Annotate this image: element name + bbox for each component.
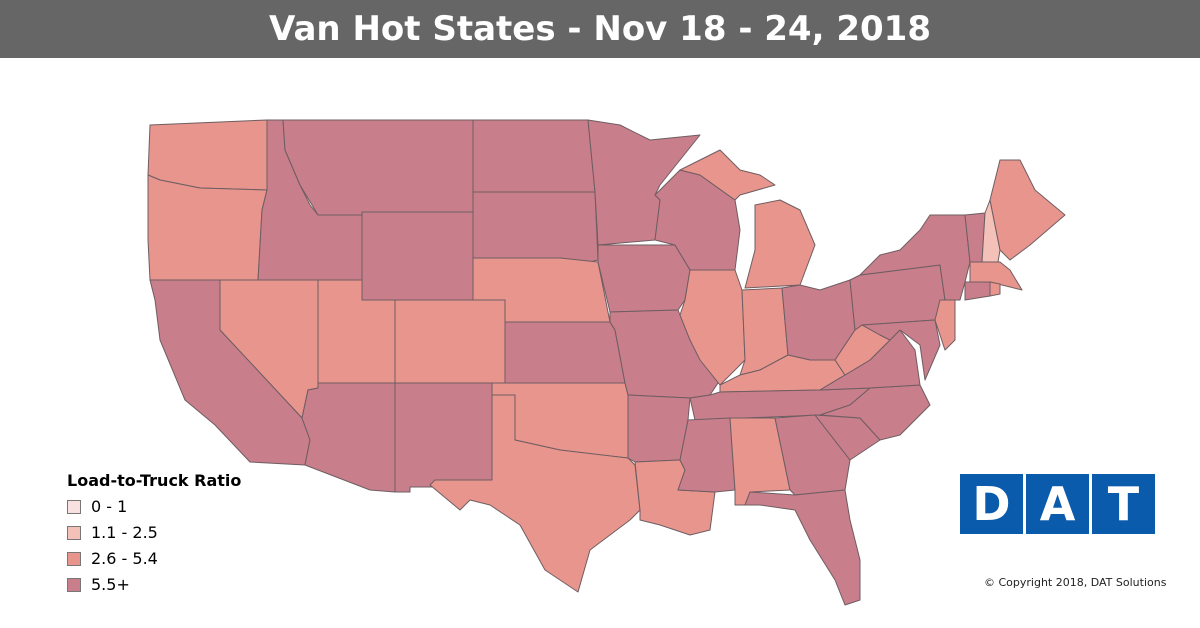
state bbox=[147, 119, 268, 191]
legend-item: 5.5+ bbox=[67, 572, 241, 598]
us-map bbox=[147, 119, 1066, 606]
logo-letter: D bbox=[960, 474, 1023, 534]
state bbox=[744, 199, 816, 289]
state bbox=[597, 244, 691, 313]
state bbox=[861, 319, 941, 381]
state bbox=[472, 119, 596, 193]
legend-title: Load-to-Truck Ratio bbox=[67, 471, 242, 490]
logo-letter: T bbox=[1092, 474, 1155, 534]
legend-swatch bbox=[67, 552, 81, 566]
state bbox=[147, 174, 268, 281]
logo-letter: A bbox=[1026, 474, 1089, 534]
state bbox=[989, 281, 1001, 297]
state bbox=[819, 384, 931, 441]
state bbox=[361, 211, 474, 301]
legend-items: 0 - 1 1.1 - 2.5 2.6 - 5.4 5.5+ bbox=[67, 494, 241, 598]
legend-swatch bbox=[67, 578, 81, 592]
state bbox=[149, 279, 311, 466]
legend-label: 0 - 1 bbox=[91, 497, 128, 516]
state bbox=[744, 489, 861, 606]
state bbox=[677, 417, 736, 493]
state bbox=[627, 394, 691, 463]
state bbox=[429, 394, 641, 593]
legend-swatch bbox=[67, 526, 81, 540]
state bbox=[472, 191, 599, 263]
header-title: Van Hot States - Nov 18 - 24, 2018 bbox=[0, 0, 1200, 58]
legend-item: 1.1 - 2.5 bbox=[67, 520, 241, 546]
legend-item: 0 - 1 bbox=[67, 494, 241, 520]
state bbox=[679, 149, 776, 201]
state bbox=[964, 281, 991, 301]
copyright: © Copyright 2018, DAT Solutions bbox=[984, 576, 1167, 589]
state bbox=[301, 382, 396, 493]
state bbox=[504, 321, 626, 384]
state bbox=[282, 119, 474, 216]
legend: Load-to-Truck Ratio 0 - 1 1.1 - 2.5 2.6 - … bbox=[67, 471, 241, 598]
state bbox=[679, 269, 746, 386]
legend-label: 1.1 - 2.5 bbox=[91, 523, 158, 542]
state bbox=[394, 382, 493, 493]
legend-label: 2.6 - 5.4 bbox=[91, 549, 158, 568]
state bbox=[981, 199, 1001, 263]
legend-label: 5.5+ bbox=[91, 575, 130, 594]
state bbox=[934, 299, 956, 351]
state bbox=[394, 299, 506, 384]
state bbox=[989, 159, 1066, 261]
legend-swatch bbox=[67, 500, 81, 514]
legend-item: 2.6 - 5.4 bbox=[67, 546, 241, 572]
